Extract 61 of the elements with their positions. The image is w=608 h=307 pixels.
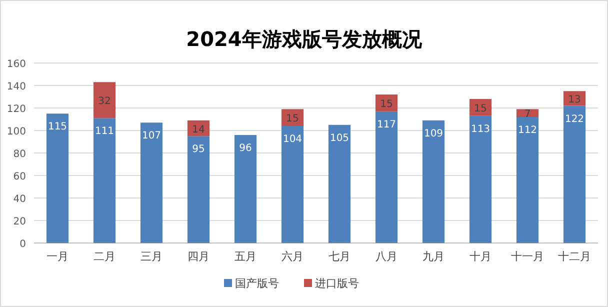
y-tick-label: 160 <box>6 59 26 70</box>
data-label: 13 <box>568 94 581 106</box>
y-tick-label: 20 <box>13 216 26 228</box>
data-label: 115 <box>48 122 68 133</box>
x-tick-label: 四月 <box>188 250 210 263</box>
legend-label: 国产版号 <box>235 277 279 290</box>
x-tick-label: 九月 <box>422 250 444 263</box>
bar <box>281 126 304 243</box>
bar <box>187 136 210 243</box>
data-label: 15 <box>474 103 487 114</box>
y-tick-label: 100 <box>6 126 26 138</box>
bar <box>281 109 304 126</box>
data-label: 105 <box>330 132 350 144</box>
x-tick-label: 一月 <box>46 250 68 263</box>
data-label: 111 <box>94 126 114 138</box>
x-tick-label: 十二月 <box>558 250 591 263</box>
data-label: 7 <box>524 109 531 120</box>
legend-label: 进口版号 <box>315 277 359 290</box>
data-label: 104 <box>282 134 302 145</box>
y-tick-label: 40 <box>13 194 26 205</box>
x-tick-label: 六月 <box>282 250 304 263</box>
data-label: 32 <box>98 96 111 108</box>
bar <box>93 82 116 118</box>
y-tick-label: 120 <box>6 104 26 115</box>
bar <box>469 99 492 116</box>
chart-title: 2024年游戏版号发放概况 <box>186 27 423 51</box>
data-label: 15 <box>286 114 299 125</box>
data-label: 122 <box>564 114 584 125</box>
bar <box>375 111 398 243</box>
bar <box>46 114 69 243</box>
x-tick-label: 七月 <box>328 250 350 263</box>
bar <box>234 135 257 243</box>
x-tick-label: 五月 <box>234 250 256 263</box>
data-label: 95 <box>192 144 205 156</box>
data-label: 15 <box>380 98 393 110</box>
bar <box>516 109 539 117</box>
data-label: 107 <box>142 130 162 142</box>
bar <box>328 124 351 243</box>
x-tick-label: 二月 <box>94 250 116 263</box>
data-label: 14 <box>192 124 205 136</box>
bar <box>516 117 539 243</box>
data-label: 112 <box>518 125 538 136</box>
bar <box>93 118 116 243</box>
x-tick-label: 十一月 <box>511 250 544 263</box>
bar <box>563 106 586 243</box>
bar <box>422 120 445 243</box>
data-label: 117 <box>376 119 396 130</box>
x-tick-label: 十月 <box>470 250 492 263</box>
bar <box>140 122 163 243</box>
bar <box>563 91 586 106</box>
data-label: 96 <box>239 143 252 154</box>
data-label: 113 <box>470 124 490 135</box>
data-label: 109 <box>424 128 444 140</box>
y-tick-label: 0 <box>20 239 26 250</box>
x-tick-label: 八月 <box>376 250 398 263</box>
bar <box>469 116 492 243</box>
y-tick-label: 80 <box>13 149 26 160</box>
y-tick-label: 140 <box>6 82 26 92</box>
y-tick-label: 60 <box>13 172 26 182</box>
x-tick-label: 三月 <box>140 250 162 263</box>
bar <box>375 94 398 112</box>
